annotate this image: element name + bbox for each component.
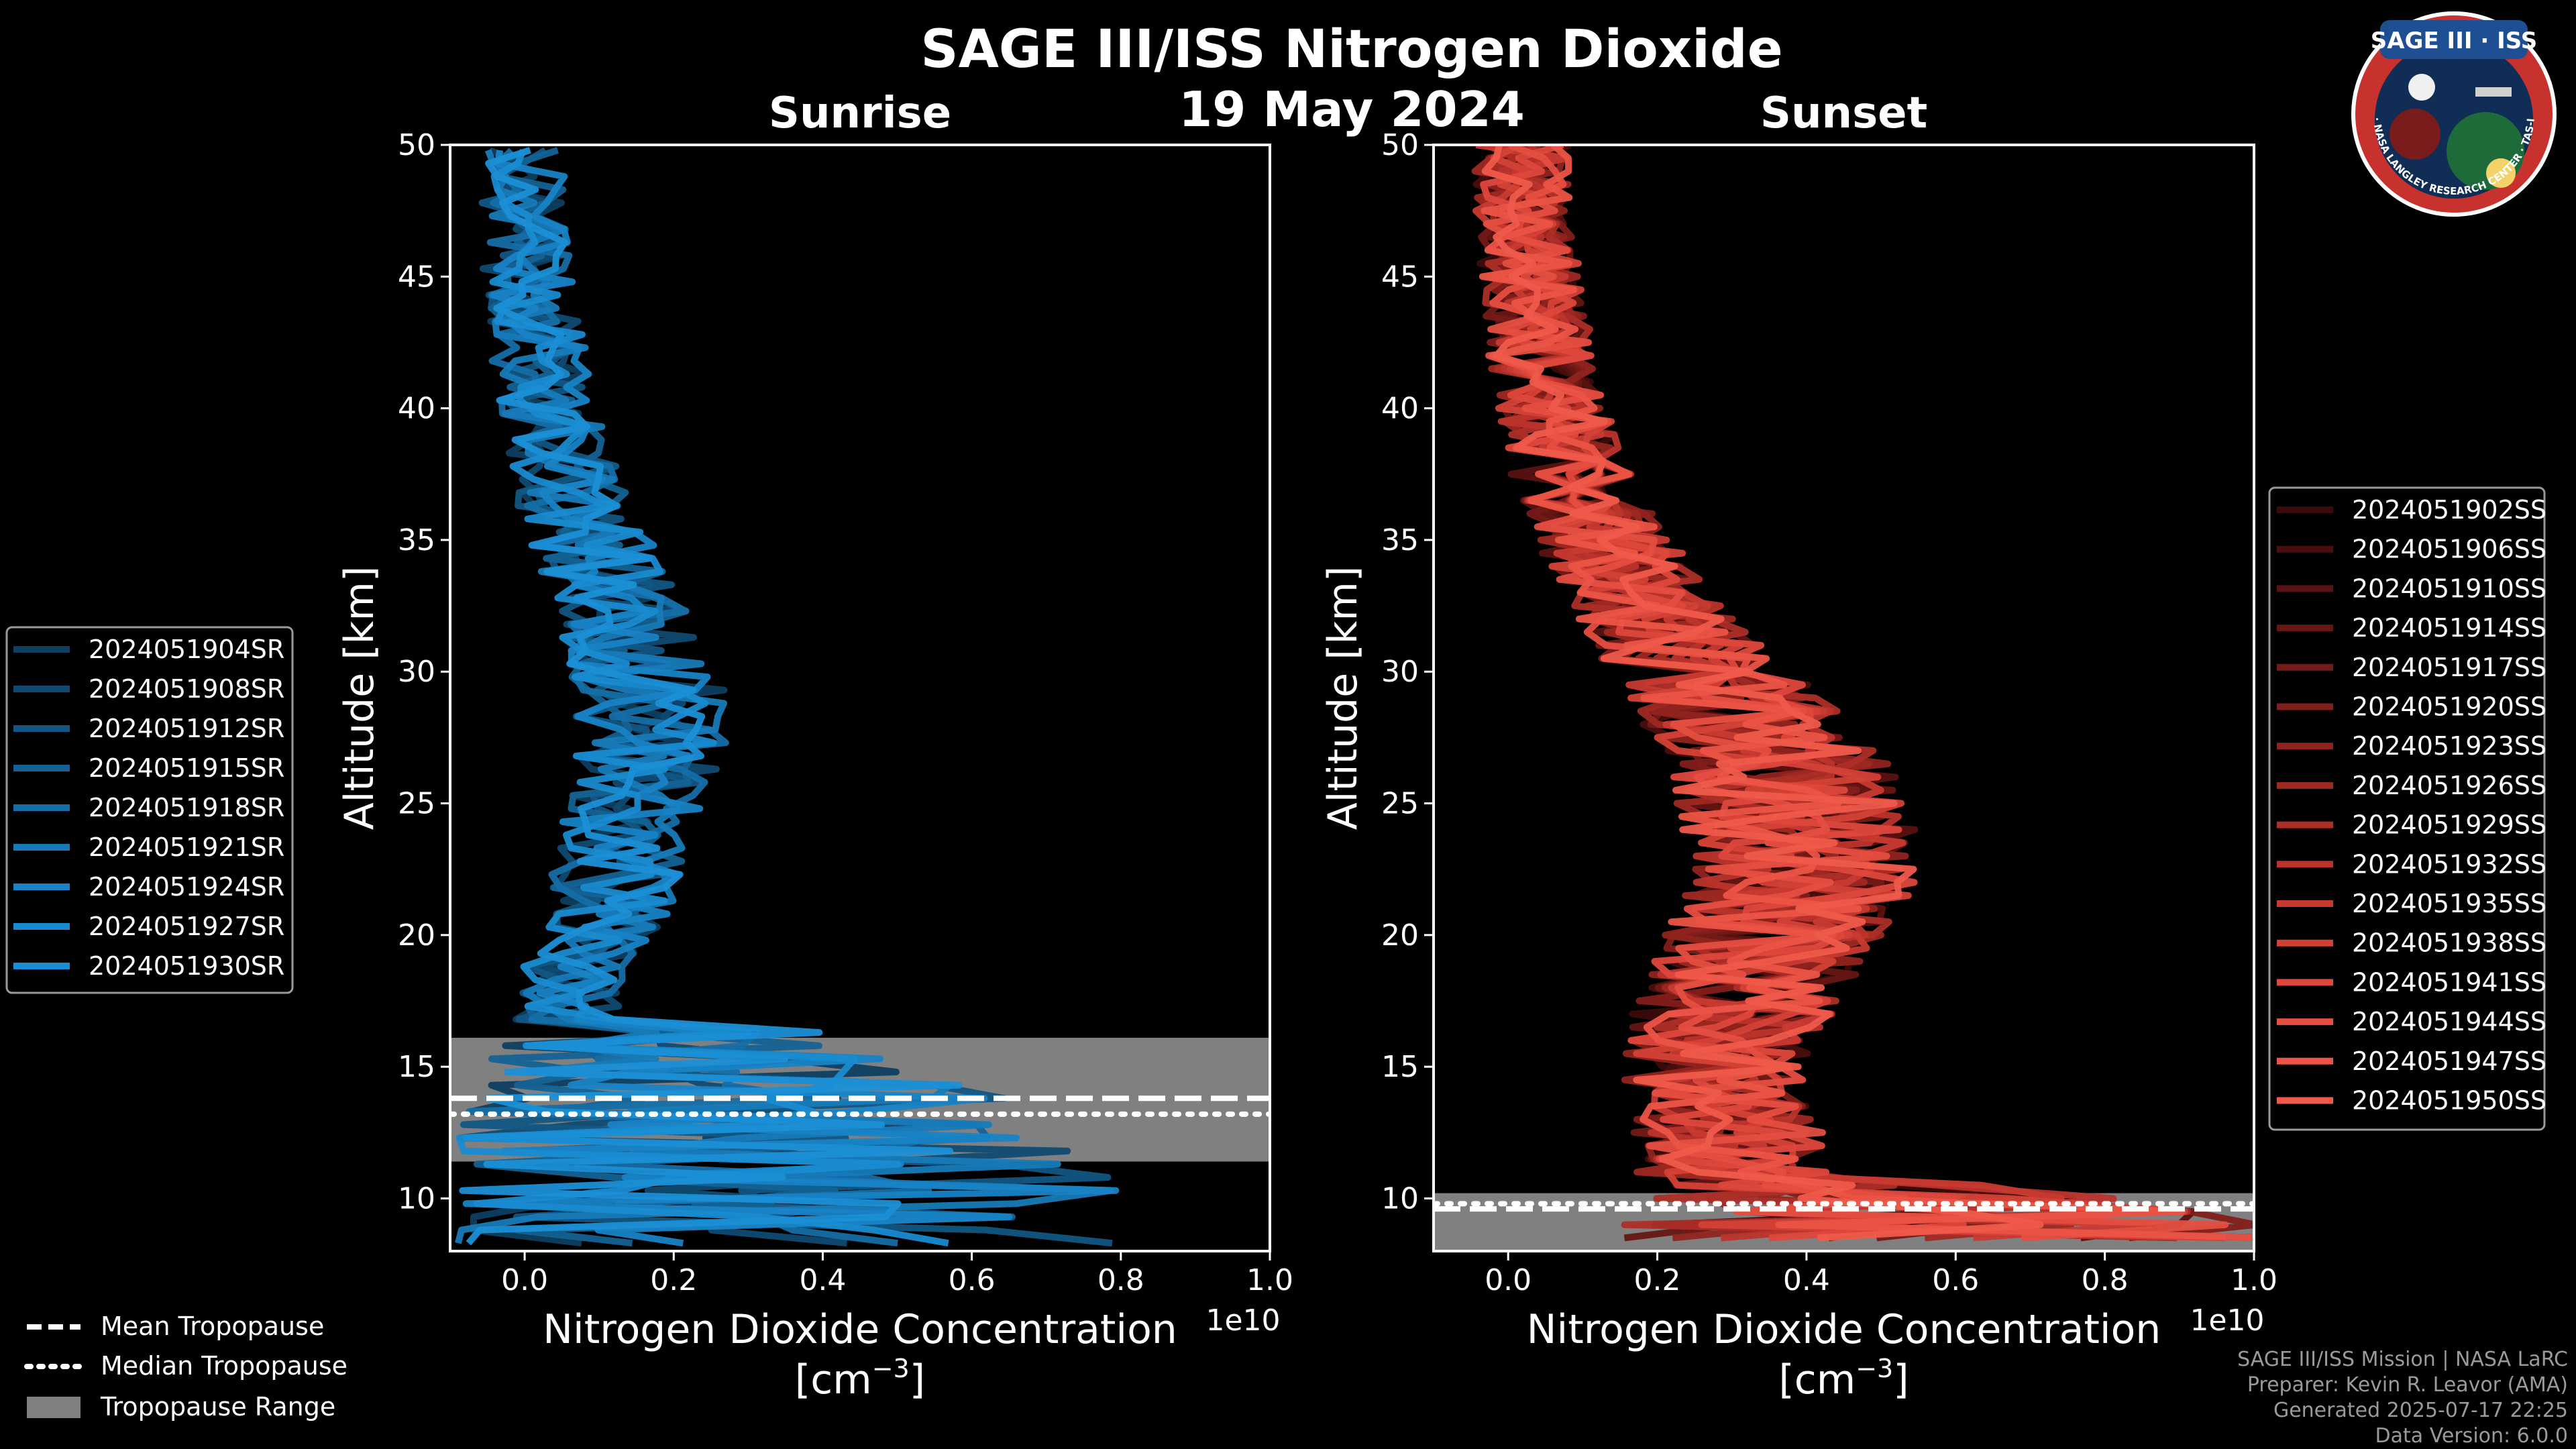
y-tick-label: 30	[398, 655, 435, 689]
tropopause-legend: Mean Tropopause Median Tropopause Tropop…	[24, 1311, 347, 1421]
axes-frame	[1432, 144, 2255, 1252]
x-tick-label: 1.0	[2231, 1263, 2277, 1297]
plot-area	[450, 147, 1270, 1247]
footer-preparer: Preparer: Kevin R. Leavor (AMA)	[2247, 1373, 2568, 1397]
legend-label: 2024051918SR	[89, 793, 284, 822]
iss-icon	[2475, 87, 2512, 97]
x-tick-label: 0.4	[799, 1263, 846, 1297]
y-tick-label: 40	[398, 392, 435, 426]
y-tick-label: 10	[1381, 1181, 1419, 1216]
legend-label: 2024051947SS	[2352, 1046, 2546, 1076]
legend-label: 2024051921SR	[89, 833, 284, 862]
y-tick-label: 35	[398, 523, 435, 557]
y-tick-label: 50	[1381, 128, 1419, 162]
x-tick-label: 0.2	[650, 1263, 697, 1297]
x-tick-label: 0.8	[2082, 1263, 2129, 1297]
legend-label: 2024051941SS	[2352, 967, 2546, 997]
y-tick-label: 25	[1381, 787, 1419, 821]
x-tick-label: 0.0	[1485, 1263, 1532, 1297]
y-tick-label: 30	[1381, 655, 1419, 689]
legend-label: 2024051920SS	[2352, 692, 2546, 722]
sunrise-legend-frame	[5, 626, 294, 994]
profile-line-2024051927SR	[455, 149, 949, 1247]
legend-label: 2024051904SR	[89, 635, 284, 664]
x-axis-unit: [cm−3]	[1778, 1354, 1909, 1403]
x-tick-label: 0.6	[949, 1263, 996, 1297]
legend-label: 2024051950SS	[2352, 1086, 2546, 1116]
legend-label: 2024051910SS	[2352, 574, 2546, 603]
y-tick-label: 15	[398, 1050, 435, 1084]
y-axis-label: Altitude [km]	[336, 566, 383, 830]
panel-title: Sunrise	[769, 89, 951, 138]
legend-label: 2024051930SR	[89, 951, 284, 981]
legend-label: 2024051923SS	[2352, 731, 2546, 761]
median-tropopause-label: Median Tropopause	[101, 1351, 347, 1381]
footer-mission: SAGE III/ISS Mission | NASA LaRC	[2237, 1348, 2568, 1371]
x-tick-label: 0.0	[501, 1263, 548, 1297]
y-tick-label: 40	[1381, 392, 1419, 426]
y-tick-label: 50	[398, 128, 435, 162]
figure-date: 19 May 2024	[1179, 81, 1525, 138]
y-tick-label: 20	[398, 918, 435, 953]
sun-icon	[2486, 158, 2516, 188]
profile-line-2024051941SS	[1480, 145, 1967, 1242]
plot-area	[1434, 145, 2254, 1251]
y-tick-label: 15	[1381, 1050, 1419, 1084]
y-axis-label: Altitude [km]	[1320, 566, 1366, 830]
profile-line-2024051938SS	[1490, 145, 2226, 1242]
tropopause-range-swatch	[27, 1397, 80, 1418]
y-tick-label: 45	[398, 260, 435, 294]
legend-label: 2024051944SS	[2352, 1007, 2546, 1036]
profile-line-2024051930SR	[459, 147, 963, 1246]
x-scale-label: 1e10	[1205, 1303, 1280, 1338]
axes-frame	[449, 144, 1271, 1252]
legend-label: 2024051914SS	[2352, 613, 2546, 643]
legend-label: 2024051935SS	[2352, 889, 2546, 918]
x-axis-label: Nitrogen Dioxide Concentration	[543, 1306, 1177, 1353]
x-axis-unit: [cm−3]	[795, 1354, 925, 1403]
legend-label: 2024051915SR	[89, 753, 284, 783]
x-scale-label: 1e10	[2190, 1303, 2264, 1338]
sunrise-legend: 2024051904SR 2024051908SR 2024051912SR 2024…	[5, 626, 294, 994]
panel-title: Sunset	[1760, 89, 1927, 138]
mean-tropopause-label: Mean Tropopause	[101, 1311, 324, 1341]
x-tick-label: 0.2	[1634, 1263, 1681, 1297]
y-tick-label: 20	[1381, 918, 1419, 953]
logo-text: SAGE III · ISS	[2371, 28, 2537, 54]
legend-label: 2024051908SR	[89, 674, 284, 704]
legend-label: 2024051929SS	[2352, 810, 2546, 840]
legend-label: 2024051906SS	[2352, 535, 2546, 564]
legend-label: 2024051902SS	[2352, 495, 2546, 525]
footer-generated: Generated 2025-07-17 22:25	[2273, 1399, 2568, 1422]
legend-label: 2024051917SS	[2352, 653, 2546, 682]
footer: SAGE III/ISS Mission | NASA LaRC Prepare…	[2237, 1348, 2568, 1448]
x-tick-label: 1.0	[1246, 1263, 1293, 1297]
x-axis-label: Nitrogen Dioxide Concentration	[1527, 1306, 2161, 1353]
profile-line-2024051950SS	[1481, 145, 2044, 1242]
y-tick-label: 35	[1381, 523, 1419, 557]
legend-label: 2024051924SR	[89, 872, 284, 902]
legend-label: 2024051938SS	[2352, 928, 2546, 958]
legend-label: 2024051927SR	[89, 912, 284, 941]
figure-title: SAGE III/ISS Nitrogen Dioxide	[920, 19, 1782, 80]
legend-label: 2024051912SR	[89, 714, 284, 743]
legend-label: 2024051932SS	[2352, 849, 2546, 879]
sunrise-panel: Sunrise 0.0 0.2 0.4 0.6 0.8 1.0 10 15 20 25 30 35 40 4…	[336, 89, 1293, 1403]
x-tick-label: 0.4	[1783, 1263, 1830, 1297]
moon-icon	[2408, 74, 2435, 101]
legend-label: 2024051926SS	[2352, 771, 2546, 800]
y-tick-label: 45	[1381, 260, 1419, 294]
y-tick-label: 10	[398, 1181, 435, 1216]
wizard-figure-icon	[2390, 109, 2440, 160]
tropopause-range-label: Tropopause Range	[100, 1392, 335, 1421]
y-tick-label: 25	[398, 787, 435, 821]
sunset-legend: 2024051902SS 2024051906SS 2024051910SS 2024…	[2268, 486, 2546, 1131]
x-tick-label: 0.8	[1097, 1263, 1144, 1297]
x-tick-label: 0.6	[1932, 1263, 1979, 1297]
footer-data-version: Data Version: 6.0.0	[2375, 1424, 2568, 1448]
sunset-legend-frame	[2268, 486, 2546, 1131]
sunset-panel: Sunset 0.0 0.2 0.4 0.6 0.8 1.0 10 15 20 25 30 35 40 45…	[1320, 89, 2277, 1403]
